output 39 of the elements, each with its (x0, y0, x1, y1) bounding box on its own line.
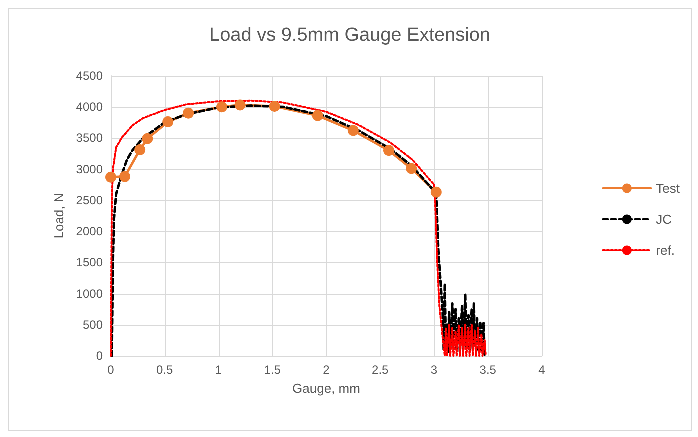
point (134, 144, 146, 156)
y-axis-title: Load, N (51, 193, 66, 239)
x-tick-label: 3 (430, 363, 438, 377)
x-tick-label: 3.5 (480, 363, 497, 377)
x-tick-label: 1.5 (264, 363, 282, 377)
point (106, 172, 116, 183)
point (348, 125, 359, 136)
point (312, 110, 324, 122)
point (120, 171, 131, 182)
point (234, 100, 246, 111)
y-tick-label: 4000 (76, 100, 104, 114)
point (430, 186, 442, 198)
x-tick-label: 0 (108, 363, 115, 377)
y-tick-label: 4500 (76, 69, 104, 83)
x-tick-label: 4 (538, 363, 546, 377)
y-tick-label: 1000 (76, 286, 104, 301)
y-tick-label: 500 (82, 318, 104, 332)
x-tick-label: 0.5 (156, 363, 174, 377)
chart-title: Load vs 9.5mm Gauge Extension (210, 25, 490, 46)
x-tick-label: 2.5 (372, 363, 390, 377)
x-tick-label: 2 (323, 363, 330, 377)
point (216, 102, 228, 113)
legend-label: Test (656, 181, 680, 196)
y-tick-label: 2000 (76, 224, 104, 239)
y-tick-label: 0 (96, 349, 104, 363)
point (384, 145, 394, 156)
legend-label: ref. (656, 243, 675, 258)
point (183, 108, 194, 119)
point (162, 116, 174, 128)
legend-label: JC (656, 212, 672, 227)
point (406, 163, 418, 174)
x-axis-title: Gauge, mm (292, 381, 360, 396)
y-tick-label: 3000 (76, 162, 104, 176)
x-tick-label: 1 (215, 363, 222, 377)
point (269, 100, 280, 112)
y-tick-label: 2500 (76, 193, 104, 208)
y-tick-label: 1500 (76, 256, 104, 270)
y-tick-label: 3500 (76, 131, 104, 146)
point (142, 133, 154, 144)
